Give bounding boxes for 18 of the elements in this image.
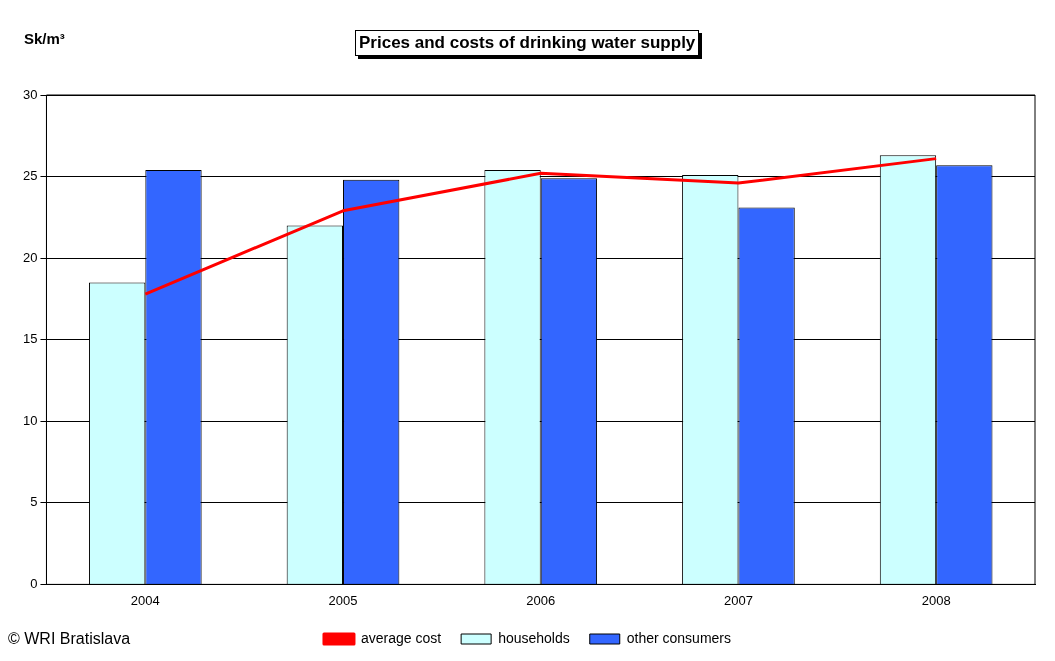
y-tick-label: 5 (30, 494, 38, 510)
legend-label: households (498, 629, 570, 646)
x-tick-label: 2006 (526, 592, 556, 608)
x-tick-label: 2008 (921, 592, 951, 608)
legend-label: average cost (360, 629, 442, 646)
legend-label: other consumers (626, 629, 732, 646)
x-tick-label: 2005 (328, 592, 358, 608)
x-tick-label: 2007 (723, 592, 753, 608)
text: © WRI Bratislava (8, 630, 131, 648)
y-tick-label: 15 (22, 331, 38, 347)
y-tick-label: 30 (22, 86, 38, 102)
y-tick-label: 0 (30, 575, 38, 591)
x-tick-label: 2004 (130, 592, 160, 608)
chart-title: Prices and costs of drinking water supply (355, 30, 700, 56)
y-tick-label: 10 (22, 412, 38, 428)
y-tick-label: 20 (22, 249, 38, 265)
y-axis-title: Sk/m³ (24, 30, 65, 47)
y-tick-label: 25 (22, 168, 38, 184)
